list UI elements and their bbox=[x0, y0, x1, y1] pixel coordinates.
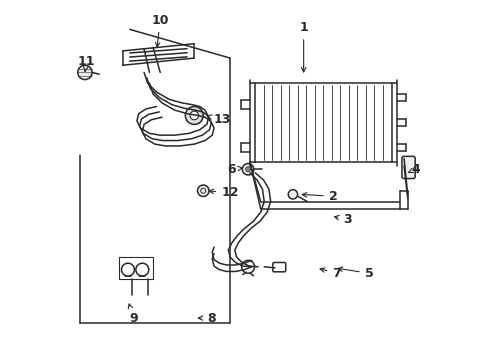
Text: 8: 8 bbox=[198, 311, 215, 325]
Text: 4: 4 bbox=[407, 163, 419, 176]
Circle shape bbox=[190, 111, 198, 120]
Circle shape bbox=[287, 190, 297, 199]
Text: 12: 12 bbox=[209, 186, 238, 199]
Text: 5: 5 bbox=[337, 267, 373, 280]
Text: 9: 9 bbox=[128, 304, 137, 325]
Text: 2: 2 bbox=[302, 190, 337, 203]
Text: 1: 1 bbox=[299, 21, 307, 72]
FancyBboxPatch shape bbox=[401, 156, 414, 179]
Text: 3: 3 bbox=[334, 213, 351, 226]
Circle shape bbox=[242, 163, 253, 175]
Circle shape bbox=[245, 167, 250, 172]
Circle shape bbox=[197, 185, 208, 197]
Text: 7: 7 bbox=[320, 267, 341, 280]
Text: 6: 6 bbox=[226, 163, 242, 176]
Circle shape bbox=[78, 65, 92, 80]
Text: 13: 13 bbox=[207, 113, 231, 126]
Circle shape bbox=[185, 107, 203, 125]
Text: 10: 10 bbox=[151, 14, 169, 47]
Text: 11: 11 bbox=[78, 55, 95, 71]
